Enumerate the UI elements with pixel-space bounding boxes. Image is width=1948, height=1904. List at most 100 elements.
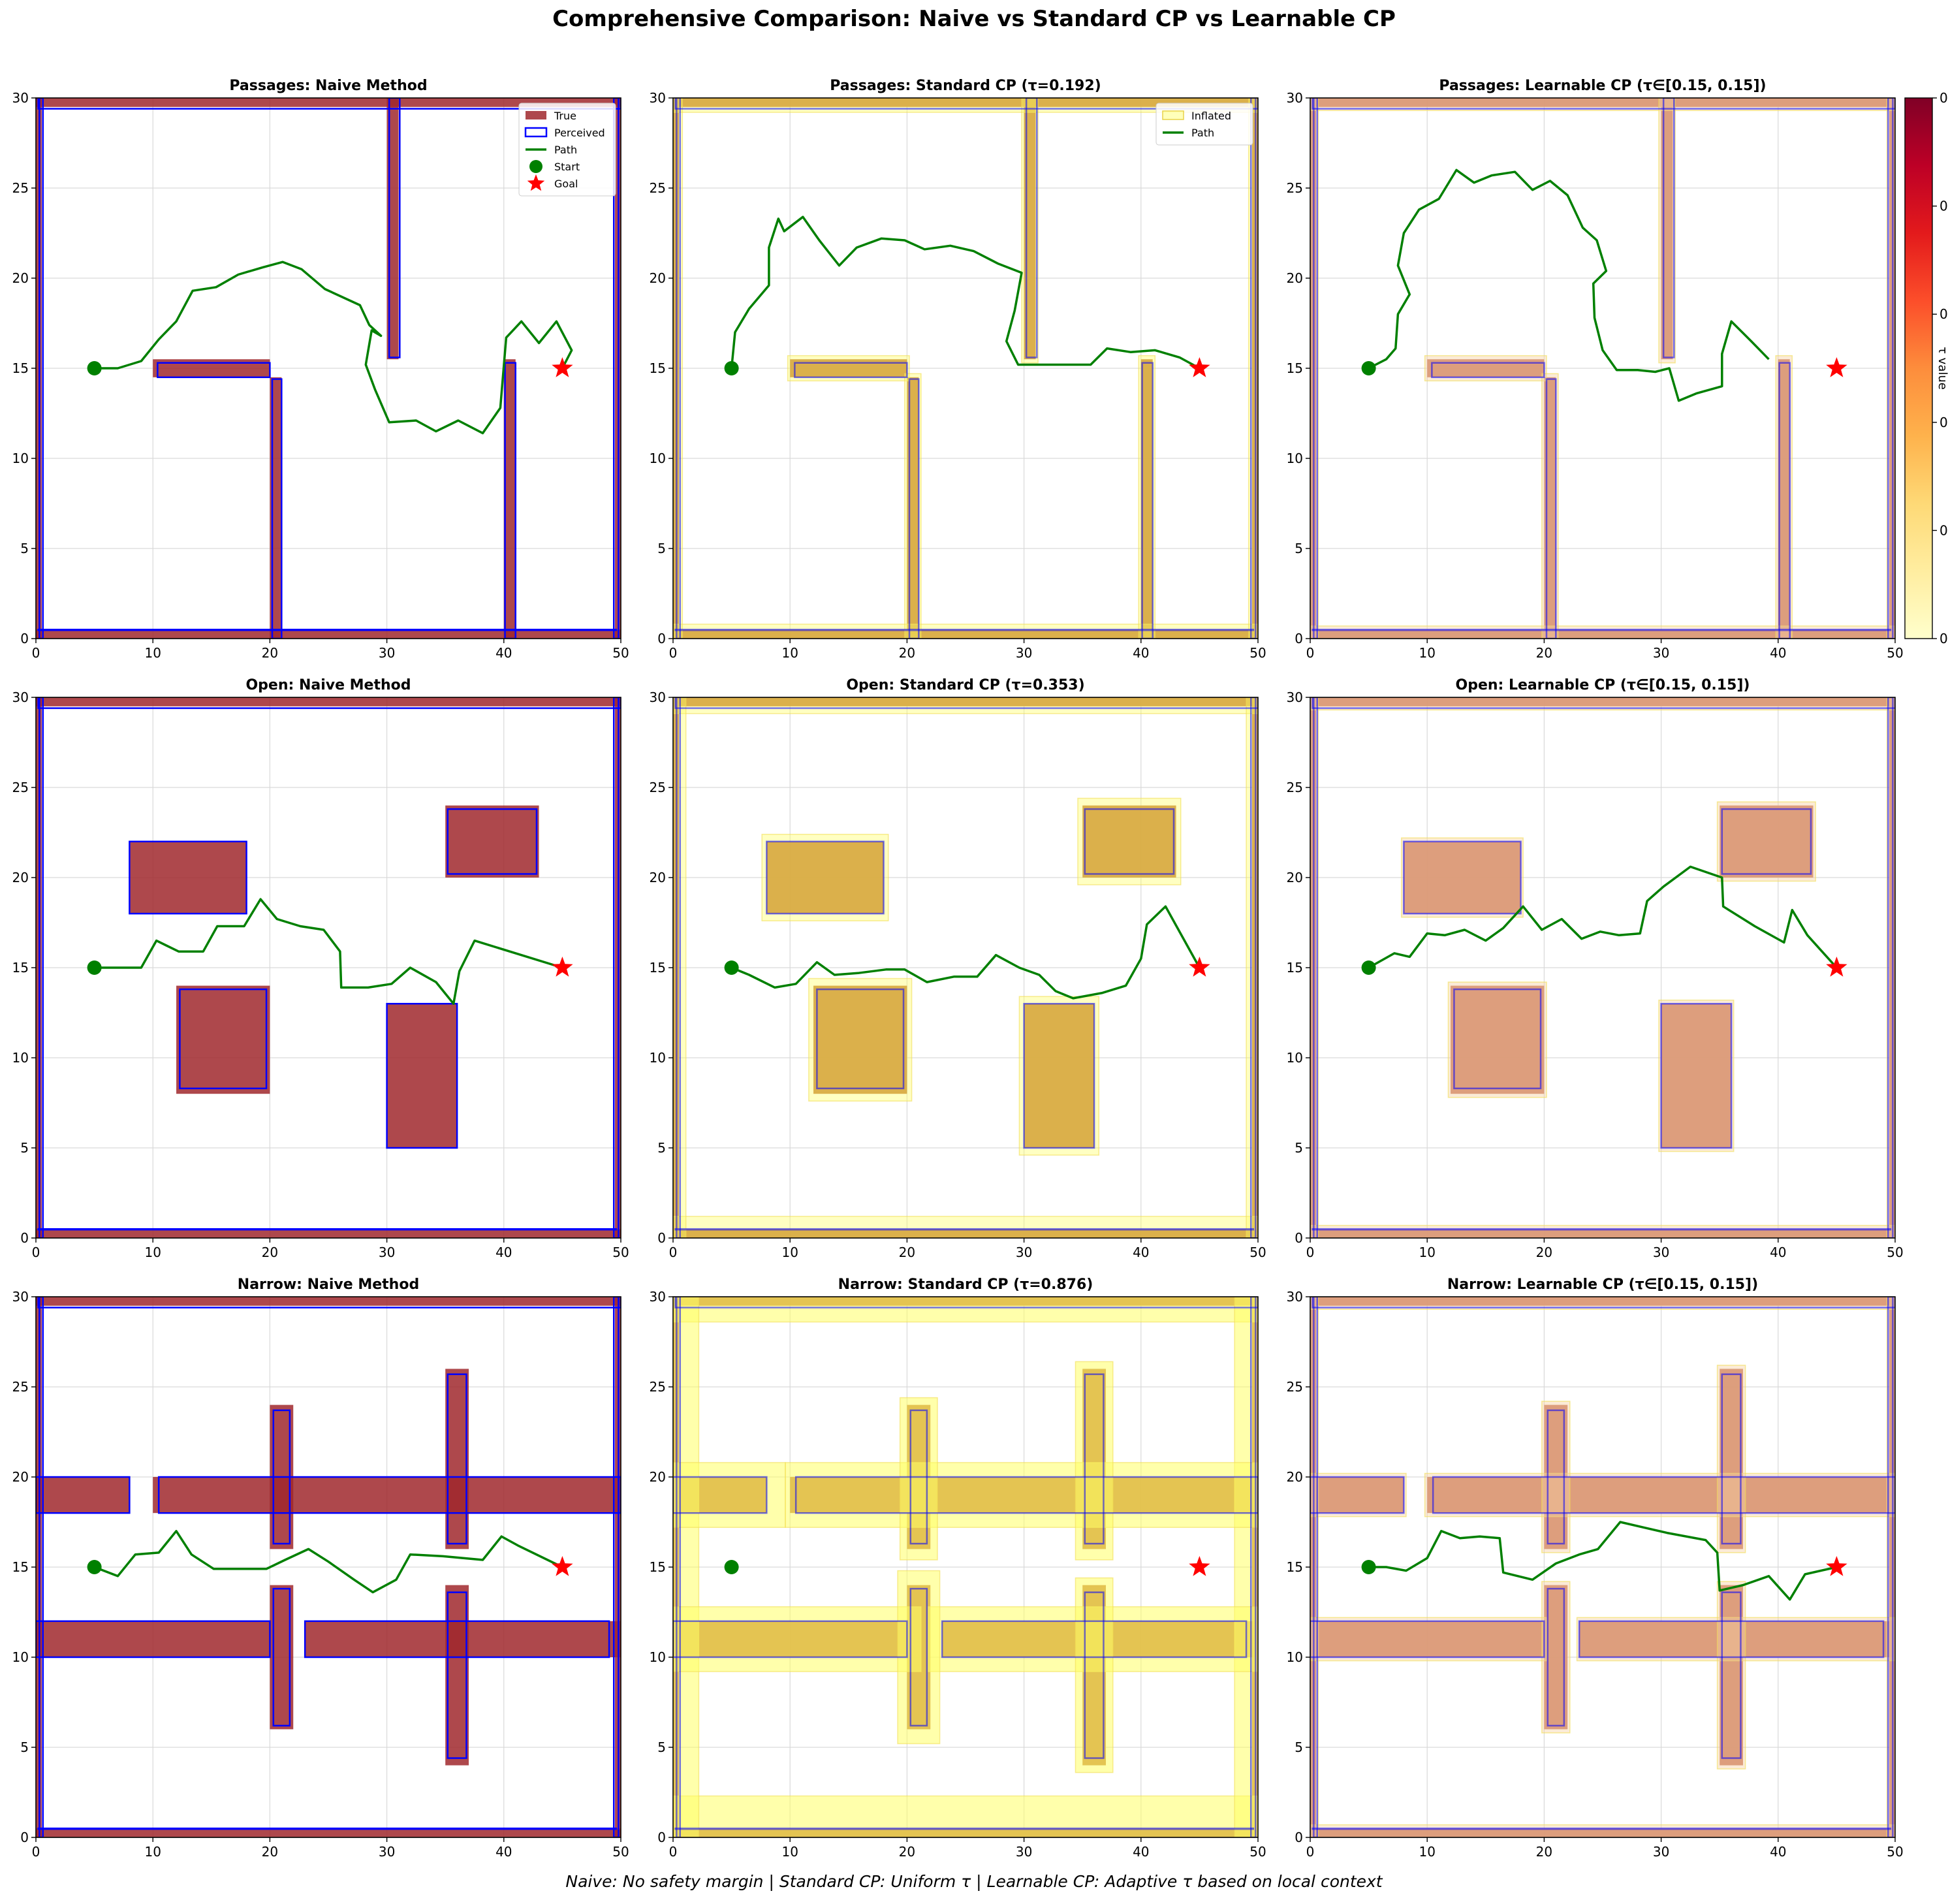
perceived-obstacle [676,697,682,1238]
colorbar-tick-label: 0.4 [1940,198,1948,214]
x-tick-label: 0 [669,1844,678,1860]
true-obstacle [673,98,1258,107]
y-tick-label: 0 [1295,1830,1303,1845]
planned-path [93,1530,563,1594]
y-tick-label: 25 [12,180,29,196]
perceived-obstacle [1431,362,1545,379]
true-obstacle [36,1297,621,1306]
perceived-obstacle [674,1827,1255,1830]
plot-area [673,98,1258,639]
x-tick-label: 10 [781,1245,798,1260]
perceived-obstacle [386,1002,458,1149]
true-obstacle [1310,1477,1404,1514]
perceived-obstacle [1721,1591,1742,1759]
perceived-obstacle [37,1297,621,1309]
plot-area [673,697,1258,1238]
y-tick-label: 5 [20,1140,29,1156]
plot-area [1310,1297,1895,1837]
x-tick-label: 0 [1306,1245,1315,1260]
perceived-obstacle [941,1620,1248,1658]
y-tick-label: 15 [650,960,666,976]
panel-open-learnable: Open: Learnable CP (τ∈[0.15, 0.15]) 0 10 20… [1287,677,1904,1260]
true-obstacle [1661,1004,1732,1148]
perceived-obstacle [157,362,271,379]
y-tick-label: 20 [1287,270,1303,286]
start-marker [87,361,102,375]
true-obstacle [1310,1828,1895,1837]
colorbar-label: τ value [1936,347,1948,390]
perceived-obstacle [1660,1002,1733,1149]
goal-marker [1189,957,1210,977]
perceived-obstacle [447,1591,467,1759]
y-tick-label: 25 [650,780,666,795]
x-tick-label: 40 [1133,1844,1149,1860]
x-tick-label: 50 [612,1245,629,1260]
x-tick-label: 30 [379,1245,395,1260]
x-tick-label: 30 [1016,1844,1032,1860]
true-obstacle [176,985,270,1094]
x-tick-label: 10 [1419,1844,1435,1860]
perceived-obstacle [1721,808,1812,875]
perceived-obstacle [129,840,247,915]
start-marker [1361,960,1376,975]
panel-title: Passages: Standard CP (τ=0.192) [830,78,1101,94]
y-tick-label: 30 [650,1289,666,1305]
legend-swatch-start [529,160,542,173]
panel-title: Passages: Learnable CP (τ∈[0.15, 0.15]) [1439,78,1766,94]
y-tick-label: 30 [12,690,29,705]
perceived-obstacle [1312,1297,1895,1309]
perceived-obstacle [1403,840,1522,915]
inflated-region [673,697,1258,714]
inflated-region [1310,1297,1895,1310]
true-obstacle [1404,841,1521,914]
y-tick-label: 15 [12,960,29,976]
perceived-obstacle [612,98,620,639]
x-tick-label: 50 [1887,645,1903,661]
start-marker [1361,361,1376,375]
inflated-region [1310,697,1895,711]
colorbar-tick-label: 0.1 [1940,522,1948,538]
perceived-obstacle [447,808,538,875]
y-tick-label: 15 [650,360,666,376]
plot-area [673,1297,1258,1837]
perceived-obstacle [271,378,283,639]
perceived-obstacle [36,1620,271,1658]
perceived-obstacle [157,1476,621,1514]
grid-lines [1310,697,1896,1239]
start-marker [724,960,739,975]
y-tick-label: 10 [12,1050,29,1066]
y-tick-label: 0 [657,1830,666,1845]
x-tick-label: 0 [32,1844,40,1860]
inflated-region [1424,1472,1895,1517]
planned-path [94,261,573,435]
y-tick-label: 5 [657,1739,666,1755]
inflated-region [1576,1617,1895,1662]
y-tick-label: 0 [20,631,29,646]
x-tick-label: 0 [669,645,678,661]
true-obstacle [36,697,621,706]
true-obstacle [1451,985,1545,1094]
panel-passages-naive: Passages: Naive Method 0 10 20 30 40 50 0 5 10 15 2… [12,78,629,661]
perceived-obstacle [673,1620,908,1658]
x-tick-label: 50 [1887,1245,1903,1260]
perceived-obstacle [1313,697,1319,1238]
y-tick-label: 30 [650,90,666,106]
perceived-obstacle [816,988,905,1090]
x-tick-label: 40 [1133,1245,1149,1260]
goal-marker [1189,357,1210,377]
planned-path [1368,1521,1837,1601]
start-marker [87,960,102,975]
inflated-region [673,624,1258,639]
true-obstacle [673,1229,1258,1238]
legend-label-start: Start [554,161,580,173]
perceived-obstacle [1312,98,1895,110]
true-obstacle [386,1004,458,1148]
perceived-obstacle [673,1476,768,1514]
panel-title: Narrow: Standard CP (τ=0.876) [838,1277,1093,1293]
y-tick-label: 10 [12,1649,29,1665]
perceived-obstacle [674,98,1258,110]
x-tick-label: 10 [781,1844,798,1860]
true-obstacle [445,1369,469,1549]
inflated-region [808,977,913,1102]
y-tick-label: 25 [1287,780,1303,795]
